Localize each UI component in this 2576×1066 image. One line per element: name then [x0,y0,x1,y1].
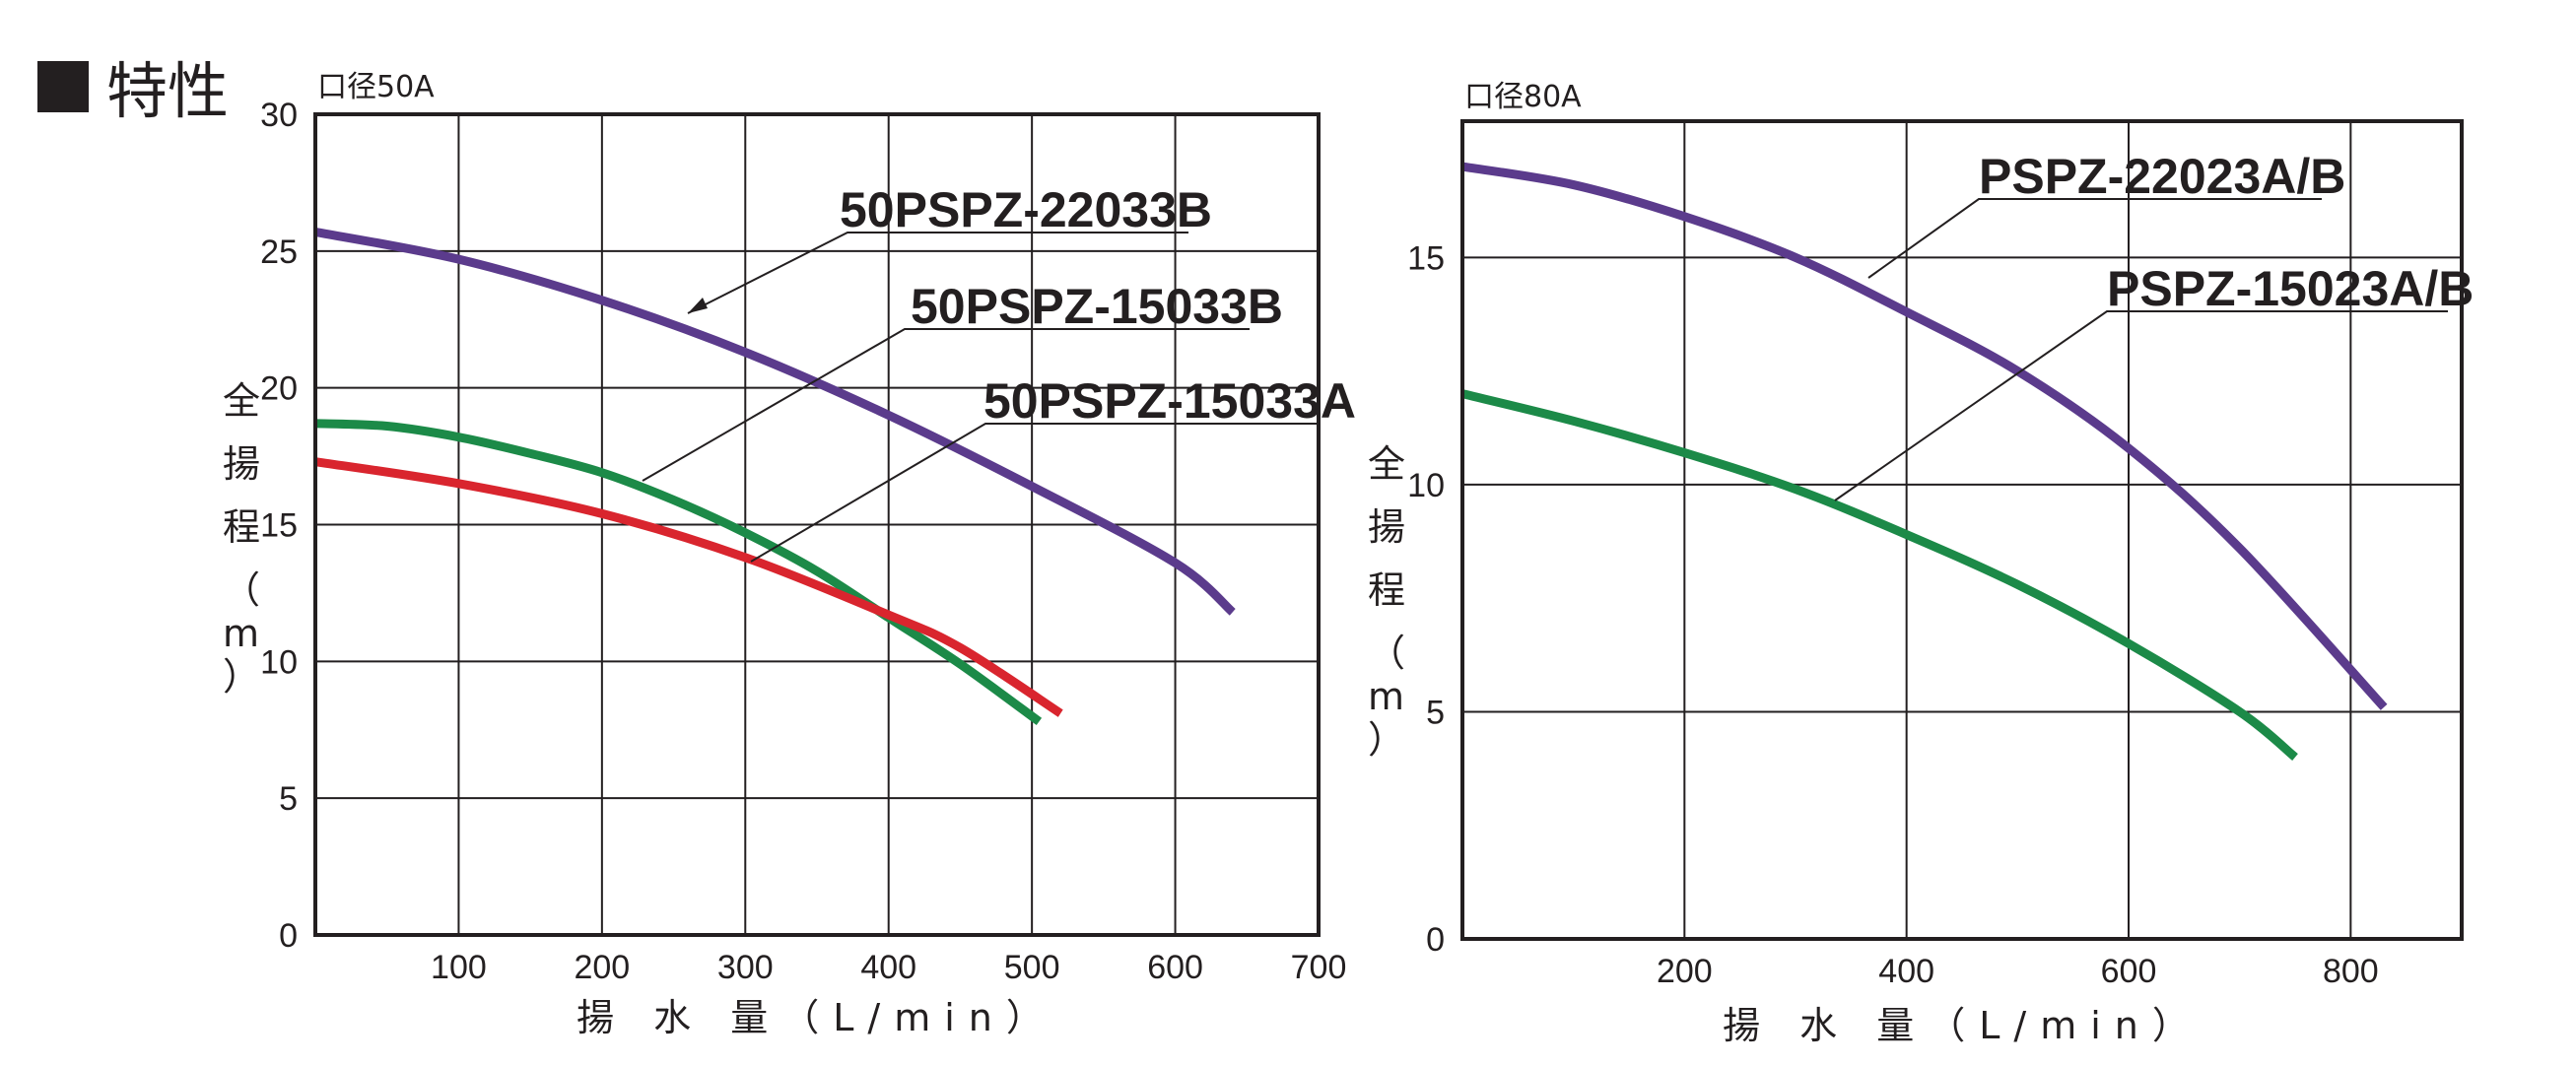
series-line-pspz-22023a-b [1461,162,2388,710]
chart-caption: 口径50A [317,70,435,104]
x-tick-label: 600 [2101,953,2157,990]
x-tick-label: 200 [574,949,630,986]
y-tick-label: 25 [260,233,298,271]
grid [315,114,1319,935]
series-label-15023ab: PSPZ-15023A/B [2107,261,2474,316]
plot-frame [1460,119,2464,941]
section-title: 特性 [106,55,229,127]
x-axis-label: 揚 水 量（L/min） [576,996,1057,1039]
leader-line [750,423,1319,563]
series-line-50pspz-15033b [314,419,1043,726]
y-tick-labels: 0 5 10 15 20 25 30 [260,97,298,955]
series-line-50pspz-15033a [314,457,1063,717]
leader-line [1834,310,2448,501]
x-tick-label: 100 [431,949,487,986]
x-tick-label: 700 [1291,949,1347,986]
y-tick-label: 10 [260,643,298,681]
y-tick-label: 5 [279,780,298,818]
series-label-22023ab: PSPZ-22023A/B [1979,149,2345,204]
section-bullet-icon [37,61,89,112]
plot-frame [313,112,1321,937]
grid [1462,121,2462,939]
chart-50a: 口径50A 100 200 300 400 500 600 700 0 5 10 15 20 25 30… [223,70,1356,1039]
y-tick-label: 15 [260,507,298,545]
series-line-50pspz-22033b [314,227,1236,616]
leader-arrow-icon [688,298,708,313]
y-tick-labels: 0 5 10 15 [1407,239,1445,959]
series-label-15033b: 50PSPZ-15033B [911,279,1283,334]
series-group [314,227,1236,726]
y-tick-label: 0 [1426,921,1445,959]
x-tick-label: 200 [1657,953,1713,990]
leader-line [642,328,1250,482]
leader-line [1867,198,2322,279]
x-tick-label: 400 [860,949,916,986]
y-axis-label: 全 揚 程 （ m ） [223,379,272,699]
chart-caption: 口径80A [1464,80,1582,114]
x-tick-label: 400 [1878,953,1934,990]
x-tick-label: 500 [1004,949,1060,986]
leader-line [687,232,1188,314]
x-tick-labels: 200 400 600 800 [1657,953,2379,990]
x-tick-labels: 100 200 300 400 500 600 700 [431,949,1346,986]
series-label-15033a: 50PSPZ-15033A [983,373,1356,429]
x-tick-label: 800 [2323,953,2379,990]
x-axis-label: 揚 水 量（L/min） [1723,1004,2203,1047]
y-tick-label: 5 [1426,694,1445,731]
chart-80a: 口径80A 200 400 600 800 0 5 10 15 揚 水 量（L/min） 全… [1368,80,2474,1047]
y-tick-label: 20 [260,370,298,408]
series-line-pspz-15023a-b [1460,389,2298,762]
y-tick-label: 0 [279,917,298,955]
y-axis-label: 全 揚 程 （ m ） [1368,442,1417,762]
y-tick-label: 10 [1407,467,1445,504]
x-tick-label: 300 [717,949,774,986]
x-tick-label: 600 [1147,949,1203,986]
y-tick-label: 15 [1407,239,1445,277]
y-tick-label: 30 [260,97,298,134]
series-label-22033b: 50PSPZ-22033B [840,182,1212,237]
series-group [1460,162,2388,762]
